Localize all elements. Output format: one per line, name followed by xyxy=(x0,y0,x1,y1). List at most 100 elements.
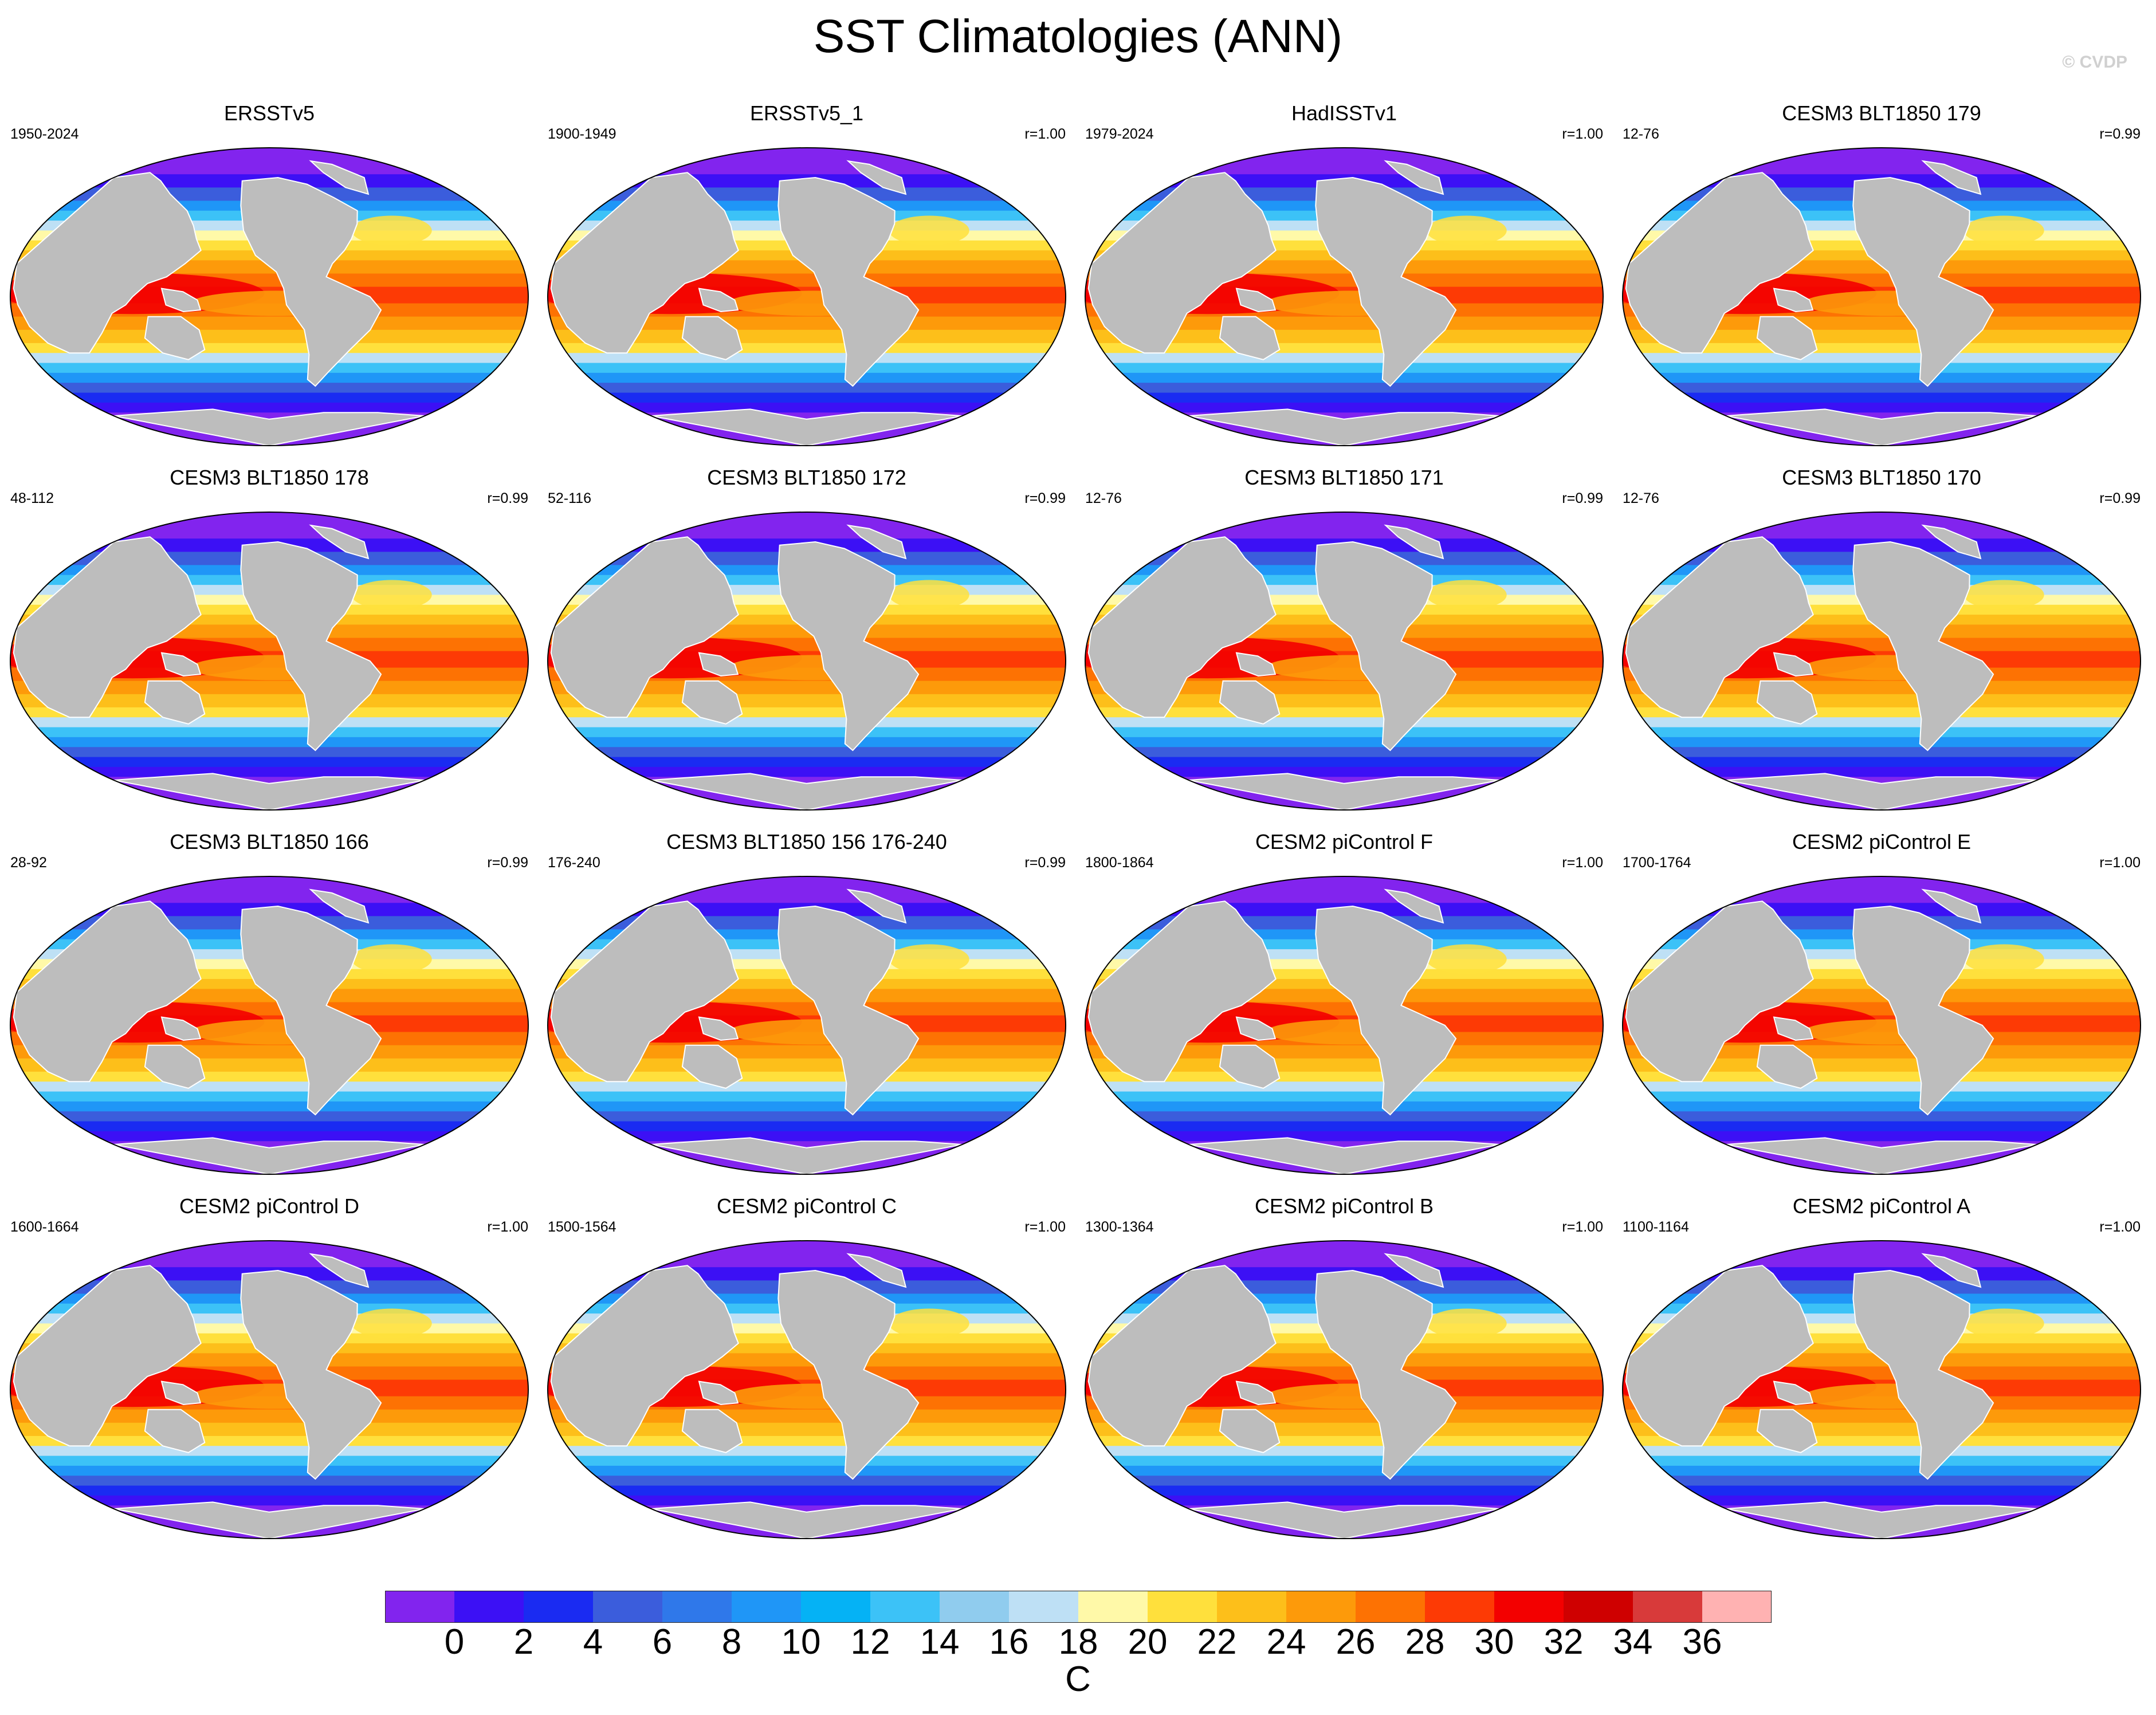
colorbar-tick-label: 20 xyxy=(1113,1622,1182,1662)
gulf-stream xyxy=(352,215,432,245)
panel-period: 1800-1864 xyxy=(1085,855,1154,871)
panel-correlation: r=0.99 xyxy=(2099,126,2141,143)
sst-band xyxy=(1621,767,2142,777)
panel-title: ERSSTv5 xyxy=(0,101,539,126)
colorbar-units: C xyxy=(0,1659,2156,1700)
sst-map xyxy=(9,511,529,811)
sst-band xyxy=(547,1102,1067,1112)
sst-band xyxy=(1084,767,1604,777)
sst-band xyxy=(1084,403,1604,413)
sst-band xyxy=(547,727,1067,738)
sst-band xyxy=(1621,363,2142,373)
sst-band xyxy=(1084,151,1604,175)
map-panel: CESM2 piControl F 1800-1864 r=1.00 xyxy=(1075,829,1613,1185)
sst-band xyxy=(1084,383,1604,393)
sst-band xyxy=(547,1486,1067,1496)
panel-correlation: r=0.99 xyxy=(2099,490,2141,507)
colorbar-swatch xyxy=(732,1591,802,1623)
panel-title: ERSSTv5_1 xyxy=(537,101,1076,126)
sst-map xyxy=(547,511,1067,811)
panel-title: CESM3 BLT1850 178 xyxy=(0,465,539,490)
gulf-stream xyxy=(1427,944,1507,974)
sst-band xyxy=(1621,1456,2142,1466)
sst-map xyxy=(1084,147,1604,447)
colorbar-swatch xyxy=(1425,1591,1495,1623)
colorbar-swatch xyxy=(454,1591,524,1623)
panel-period: 28-92 xyxy=(10,855,47,871)
panel-period: 1500-1564 xyxy=(548,1219,616,1236)
sst-band xyxy=(1084,353,1604,363)
sst-band xyxy=(1621,403,2142,413)
panel-period: 1979-2024 xyxy=(1085,126,1154,143)
sst-band xyxy=(547,383,1067,393)
sst-band xyxy=(1084,757,1604,768)
panel-correlation: r=1.00 xyxy=(487,1219,528,1236)
sst-band xyxy=(1621,353,2142,363)
sst-band xyxy=(1084,1102,1604,1112)
sst-band xyxy=(547,1496,1067,1506)
sst-band xyxy=(1621,1446,2142,1456)
panel-title: CESM2 piControl D xyxy=(0,1194,539,1219)
panel-correlation: r=0.99 xyxy=(487,490,528,507)
panel-correlation: r=1.00 xyxy=(2099,855,2141,871)
colorbar-swatch xyxy=(662,1591,732,1623)
colorbar-tick-label: 22 xyxy=(1183,1622,1251,1662)
sst-band xyxy=(1621,717,2142,727)
panel-correlation: r=0.99 xyxy=(1562,490,1603,507)
panel-title: CESM3 BLT1850 172 xyxy=(537,465,1076,490)
colorbar-tick-label: 14 xyxy=(905,1622,974,1662)
map-panel: CESM2 piControl D 1600-1664 r=1.00 xyxy=(0,1194,539,1549)
map-panel: ERSSTv5_1 1900-1949 r=1.00 xyxy=(537,101,1076,456)
sst-band xyxy=(547,363,1067,373)
sst-band xyxy=(547,373,1067,383)
gulf-stream xyxy=(352,580,432,609)
sst-band xyxy=(547,767,1067,777)
sst-band xyxy=(547,1446,1067,1456)
sst-band xyxy=(1084,1131,1604,1142)
colorbar-tick-label: 34 xyxy=(1599,1622,1667,1662)
gulf-stream xyxy=(1964,215,2044,245)
colorbar-tick-label: 2 xyxy=(489,1622,558,1662)
sst-band xyxy=(1621,1131,2142,1142)
sst-band xyxy=(547,1456,1067,1466)
map-panel: CESM3 BLT1850 179 12-76 r=0.99 xyxy=(1612,101,2151,456)
colorbar-swatch xyxy=(1009,1591,1079,1623)
sst-band xyxy=(1621,151,2142,175)
sst-band xyxy=(1621,393,2142,403)
sst-band xyxy=(9,403,529,413)
sst-band xyxy=(547,353,1067,363)
sst-band xyxy=(1621,727,2142,738)
colorbar-tick-label: 12 xyxy=(836,1622,905,1662)
sst-band xyxy=(547,151,1067,175)
panel-period: 1900-1949 xyxy=(548,126,616,143)
sst-band xyxy=(1084,1496,1604,1506)
sst-band xyxy=(9,1466,529,1476)
map-panel: HadISSTv1 1979-2024 r=1.00 xyxy=(1075,101,1613,456)
gulf-stream xyxy=(1964,1308,2044,1338)
sst-band xyxy=(1084,747,1604,757)
sst-band xyxy=(1084,717,1604,727)
map-panel: CESM2 piControl B 1300-1364 r=1.00 xyxy=(1075,1194,1613,1549)
colorbar-tick-label: 24 xyxy=(1252,1622,1321,1662)
panel-correlation: r=0.99 xyxy=(1024,855,1066,871)
map-panel: CESM3 BLT1850 172 52-116 r=0.99 xyxy=(537,465,1076,820)
sst-band xyxy=(9,353,529,363)
panel-period: 48-112 xyxy=(10,490,54,507)
sst-band xyxy=(547,1111,1067,1122)
colorbar-swatch xyxy=(1286,1591,1356,1623)
panel-title: CESM3 BLT1850 171 xyxy=(1075,465,1613,490)
sst-band xyxy=(547,1081,1067,1092)
map-panel: CESM3 BLT1850 178 48-112 r=0.99 xyxy=(0,465,539,820)
map-panel: CESM3 BLT1850 171 12-76 r=0.99 xyxy=(1075,465,1613,820)
sst-map xyxy=(9,875,529,1175)
sst-band xyxy=(9,1131,529,1142)
sst-band xyxy=(1084,1244,1604,1268)
colorbar-tick-label: 32 xyxy=(1529,1622,1598,1662)
sst-band xyxy=(1084,1466,1604,1476)
panel-grid: ERSSTv5 1950-2024 ERSSTv5_1 1900-1949 r=1.00… xyxy=(0,0,2156,1715)
sst-band xyxy=(1084,393,1604,403)
sst-band xyxy=(1621,383,2142,393)
map-panel: CESM3 BLT1850 170 12-76 r=0.99 xyxy=(1612,465,2151,820)
panel-period: 1700-1764 xyxy=(1623,855,1691,871)
colorbar-tick-label: 4 xyxy=(559,1622,627,1662)
